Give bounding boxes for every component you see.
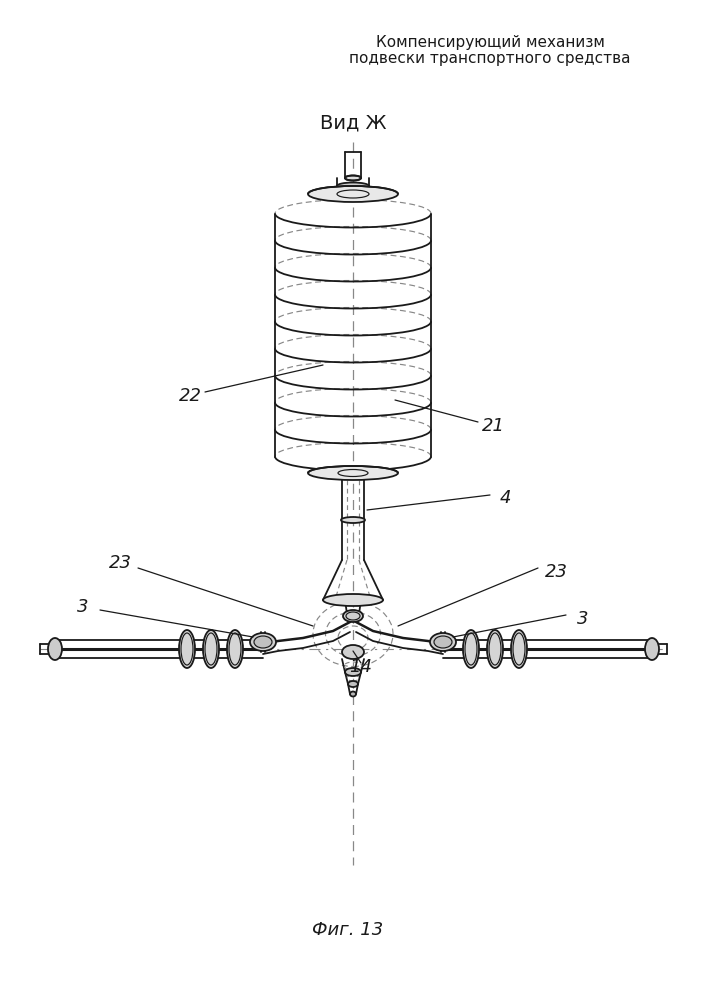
Ellipse shape [341, 517, 365, 523]
Ellipse shape [345, 176, 361, 180]
Ellipse shape [345, 668, 361, 676]
Text: подвески транспортного средства: подвески транспортного средства [349, 50, 631, 66]
Ellipse shape [254, 636, 272, 648]
Ellipse shape [487, 630, 503, 668]
Text: Фиг. 13: Фиг. 13 [312, 921, 384, 939]
Ellipse shape [434, 636, 452, 648]
Text: 4: 4 [499, 489, 510, 507]
Ellipse shape [227, 630, 243, 668]
Text: 21: 21 [481, 417, 505, 435]
Ellipse shape [348, 681, 358, 687]
Text: 23: 23 [108, 554, 132, 572]
Ellipse shape [308, 186, 398, 202]
Text: 14: 14 [349, 658, 373, 676]
Ellipse shape [350, 692, 356, 696]
Ellipse shape [463, 630, 479, 668]
Text: Компенсирующий механизм: Компенсирующий механизм [375, 34, 604, 49]
Ellipse shape [179, 630, 195, 668]
Text: 22: 22 [178, 387, 201, 405]
Ellipse shape [645, 638, 659, 660]
Ellipse shape [511, 630, 527, 668]
Ellipse shape [323, 594, 383, 606]
Ellipse shape [342, 645, 364, 659]
Text: 3: 3 [77, 598, 89, 616]
Ellipse shape [250, 633, 276, 651]
Text: 23: 23 [544, 563, 568, 581]
Ellipse shape [430, 633, 456, 651]
Ellipse shape [308, 466, 398, 480]
Ellipse shape [343, 610, 363, 622]
Ellipse shape [48, 638, 62, 660]
Text: Вид Ж: Вид Ж [320, 113, 386, 132]
Text: 3: 3 [577, 610, 589, 628]
Ellipse shape [203, 630, 219, 668]
Ellipse shape [337, 182, 369, 190]
